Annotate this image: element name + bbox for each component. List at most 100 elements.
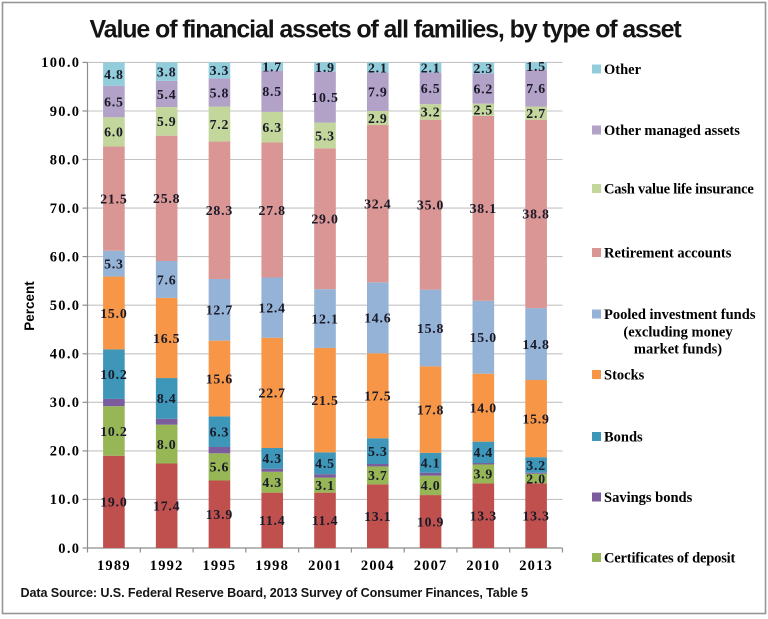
svg-text:1.5: 1.5 xyxy=(526,59,546,74)
svg-text:Certificates of deposit: Certificates of deposit xyxy=(604,551,736,567)
svg-text:2001: 2001 xyxy=(308,558,342,574)
svg-text:Data Source: U.S. Federal Rese: Data Source: U.S. Federal Reserve Board,… xyxy=(21,586,529,600)
svg-text:Stocks: Stocks xyxy=(604,368,645,384)
svg-text:22.7: 22.7 xyxy=(259,386,286,401)
svg-text:13.3: 13.3 xyxy=(522,509,549,524)
svg-text:market funds): market funds) xyxy=(634,342,722,358)
svg-text:4.1: 4.1 xyxy=(421,456,441,471)
svg-text:4.0: 4.0 xyxy=(421,478,441,493)
svg-text:13.3: 13.3 xyxy=(470,509,497,524)
svg-text:4.3: 4.3 xyxy=(262,475,282,490)
svg-text:25.8: 25.8 xyxy=(153,191,180,206)
svg-text:13.1: 13.1 xyxy=(364,509,391,524)
svg-text:15.0: 15.0 xyxy=(470,330,497,345)
svg-text:50.0: 50.0 xyxy=(50,298,81,314)
svg-text:10.5: 10.5 xyxy=(311,90,338,105)
svg-text:12.7: 12.7 xyxy=(206,303,233,318)
svg-text:2.1: 2.1 xyxy=(421,60,441,75)
svg-text:17.4: 17.4 xyxy=(153,499,180,514)
svg-text:5.3: 5.3 xyxy=(368,444,388,459)
svg-text:7.9: 7.9 xyxy=(368,85,388,100)
svg-text:32.4: 32.4 xyxy=(364,197,391,212)
svg-text:60.0: 60.0 xyxy=(50,249,81,265)
svg-text:12.1: 12.1 xyxy=(311,311,338,326)
svg-text:3.7: 3.7 xyxy=(368,468,388,483)
svg-text:1.7: 1.7 xyxy=(262,59,282,74)
svg-text:Other managed assets: Other managed assets xyxy=(604,123,740,139)
svg-text:5.8: 5.8 xyxy=(210,85,230,100)
svg-text:1.9: 1.9 xyxy=(315,60,335,75)
svg-text:11.4: 11.4 xyxy=(312,513,339,528)
svg-text:29.0: 29.0 xyxy=(311,212,338,227)
svg-text:6.5: 6.5 xyxy=(104,94,124,109)
svg-text:5.6: 5.6 xyxy=(210,460,230,475)
svg-text:6.0: 6.0 xyxy=(104,125,124,140)
svg-text:21.5: 21.5 xyxy=(311,393,338,408)
svg-text:14.0: 14.0 xyxy=(470,401,497,416)
svg-text:3.8: 3.8 xyxy=(157,64,177,79)
svg-text:7.2: 7.2 xyxy=(210,117,230,132)
svg-text:8.5: 8.5 xyxy=(262,84,282,99)
svg-text:Cash value life insurance: Cash value life insurance xyxy=(604,182,754,198)
svg-text:0.0: 0.0 xyxy=(58,541,80,557)
svg-text:8.0: 8.0 xyxy=(157,437,177,452)
svg-text:2.0: 2.0 xyxy=(526,471,546,486)
svg-text:5.4: 5.4 xyxy=(157,87,177,102)
svg-text:1998: 1998 xyxy=(255,558,289,574)
svg-text:10.2: 10.2 xyxy=(100,424,127,439)
svg-text:2007: 2007 xyxy=(414,558,448,574)
svg-text:13.9: 13.9 xyxy=(206,507,233,522)
svg-text:5.9: 5.9 xyxy=(157,114,177,129)
svg-text:Savings bonds: Savings bonds xyxy=(604,490,693,506)
svg-text:12.4: 12.4 xyxy=(259,300,286,315)
svg-text:3.2: 3.2 xyxy=(421,105,441,120)
svg-text:10.2: 10.2 xyxy=(100,367,127,382)
svg-text:Other: Other xyxy=(604,62,642,78)
svg-text:3.1: 3.1 xyxy=(315,478,335,493)
svg-text:80.0: 80.0 xyxy=(50,152,81,168)
svg-text:15.8: 15.8 xyxy=(417,321,444,336)
svg-text:6.2: 6.2 xyxy=(473,81,493,96)
svg-text:11.4: 11.4 xyxy=(259,513,286,528)
svg-text:2004: 2004 xyxy=(361,558,395,574)
svg-text:2013: 2013 xyxy=(519,558,553,574)
svg-text:27.8: 27.8 xyxy=(259,203,286,218)
svg-text:28.3: 28.3 xyxy=(206,203,233,218)
svg-text:4.3: 4.3 xyxy=(262,451,282,466)
svg-text:(excluding money: (excluding money xyxy=(623,324,733,340)
svg-text:Value of financial assets of a: Value of financial assets of all familie… xyxy=(90,16,683,44)
svg-text:3.9: 3.9 xyxy=(473,467,493,482)
svg-text:1989: 1989 xyxy=(97,558,131,574)
svg-text:30.0: 30.0 xyxy=(50,395,81,411)
svg-text:100.0: 100.0 xyxy=(41,55,80,71)
svg-text:2.5: 2.5 xyxy=(473,103,493,118)
svg-text:17.5: 17.5 xyxy=(364,389,391,404)
svg-text:8.4: 8.4 xyxy=(157,391,177,406)
svg-text:17.8: 17.8 xyxy=(417,402,444,417)
svg-text:6.5: 6.5 xyxy=(421,81,441,96)
svg-text:35.0: 35.0 xyxy=(417,198,444,213)
svg-text:38.1: 38.1 xyxy=(470,201,497,216)
svg-text:3.2: 3.2 xyxy=(526,458,546,473)
svg-text:1992: 1992 xyxy=(150,558,184,574)
svg-text:Percent: Percent xyxy=(22,281,37,331)
svg-text:7.6: 7.6 xyxy=(526,81,546,96)
svg-text:4.4: 4.4 xyxy=(473,445,493,460)
svg-text:70.0: 70.0 xyxy=(50,201,81,217)
svg-text:40.0: 40.0 xyxy=(50,347,81,363)
svg-text:2.1: 2.1 xyxy=(368,60,388,75)
svg-text:2010: 2010 xyxy=(466,558,500,574)
svg-text:15.6: 15.6 xyxy=(206,371,233,386)
svg-text:Retirement accounts: Retirement accounts xyxy=(604,246,732,262)
svg-text:2.7: 2.7 xyxy=(526,106,546,121)
svg-text:3.3: 3.3 xyxy=(210,63,230,78)
svg-text:4.8: 4.8 xyxy=(104,67,124,82)
svg-text:20.0: 20.0 xyxy=(50,444,81,460)
svg-text:14.6: 14.6 xyxy=(364,311,391,326)
svg-text:10.9: 10.9 xyxy=(417,514,444,529)
svg-text:4.5: 4.5 xyxy=(315,456,335,471)
svg-text:90.0: 90.0 xyxy=(50,104,81,120)
svg-text:15.0: 15.0 xyxy=(100,306,127,321)
svg-text:Pooled investment funds: Pooled investment funds xyxy=(604,307,756,323)
svg-text:7.6: 7.6 xyxy=(157,272,177,287)
